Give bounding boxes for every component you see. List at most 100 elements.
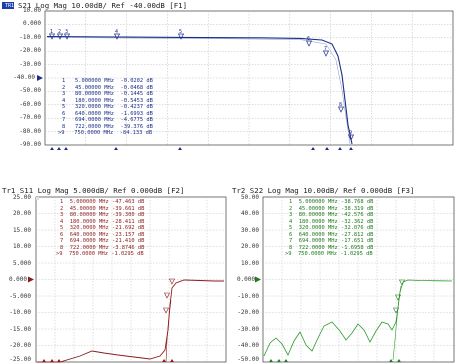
y-tick-label: 0.000 xyxy=(22,20,41,28)
marker-row[interactable]: 3 80.00000 MHz -42.576 dB xyxy=(289,212,373,218)
marker-row[interactable]: 3 80.00000 MHz -39.300 dB xyxy=(60,212,144,218)
marker-row[interactable]: 8 722.0000 MHz -39.376 dB xyxy=(62,124,153,130)
marker-value: -3.8746 dB xyxy=(111,244,145,251)
marker-frequency: 5.000000 MHz xyxy=(75,78,114,84)
marker-row[interactable]: 7 694.0000 MHz -21.410 dB xyxy=(60,238,144,244)
y-tick-label: 20.00 xyxy=(12,210,31,217)
bottom-right-plot-area xyxy=(255,196,455,363)
marker-row[interactable]: 8 722.0000 MHz -1.6958 dB xyxy=(289,245,373,251)
grid-lines xyxy=(36,197,226,362)
marker-frequency: 722.0000 MHz xyxy=(298,244,338,251)
y-tick-label: 25.00 xyxy=(12,193,31,201)
y-tick-label: 10.00 xyxy=(22,7,41,14)
marker-value: -27.812 dB xyxy=(340,231,374,238)
y-tick-label: 30.00 xyxy=(240,226,259,234)
marker-frequency: 750.0000 MHz xyxy=(74,130,114,136)
reference-marker[interactable] xyxy=(255,276,261,283)
marker-row[interactable]: 1 5.000000 MHz -0.0202 dB xyxy=(62,78,153,84)
svg-text:1: 1 xyxy=(50,29,53,35)
trace-badge-label: TR1 xyxy=(5,3,15,9)
y-tick-label: 0.000 xyxy=(236,276,255,283)
marker-number: 8 xyxy=(60,244,64,251)
marker-number: 2 xyxy=(60,205,64,212)
marker-number: 5 xyxy=(289,225,293,231)
marker-row[interactable]: 4 180.0000 MHz -32.362 dB xyxy=(289,219,373,225)
svg-text:6: 6 xyxy=(307,36,310,42)
svg-text:5: 5 xyxy=(179,29,182,35)
marker-value: -0.0202 dB xyxy=(120,78,153,84)
marker-row-active[interactable]: >9 750.0000 MHz -84.133 dB xyxy=(58,130,153,136)
marker-row[interactable]: 7 694.0000 MHz -17.651 dB xyxy=(289,238,373,244)
marker-number: 9 xyxy=(59,251,63,257)
y-tick-label: 10.00 xyxy=(12,243,31,250)
marker-row-active[interactable]: >9 750.0000 MHz -1.0295 dB xyxy=(56,251,144,257)
s22-trace-edge xyxy=(392,285,402,361)
marker-row[interactable]: 6 640.0000 MHz -1.6993 dB xyxy=(62,111,153,117)
marker-number: 6 xyxy=(62,110,66,117)
marker-row[interactable]: 4 180.0000 MHz -0.5453 dB xyxy=(62,98,153,104)
marker-row-active[interactable]: >9 750.0000 MHz -1.0295 dB xyxy=(285,251,373,257)
marker-row[interactable]: 8 722.0000 MHz -3.8746 dB xyxy=(60,245,144,251)
marker-number: 4 xyxy=(62,97,66,104)
y-tick-label: -40.00 xyxy=(13,74,35,81)
marker-value: -1.6958 dB xyxy=(340,244,374,251)
y-tick-label: -30.00 xyxy=(237,325,259,333)
marker-frequency: 45.00000 MHz xyxy=(69,205,109,212)
bottom-right-marker-symbols xyxy=(393,279,405,314)
y-tick-label: -30.00 xyxy=(19,60,41,68)
marker-value: -0.4237 dB xyxy=(120,104,153,110)
marker-number: 3 xyxy=(62,91,66,97)
marker-row[interactable]: 1 5.000000 MHz -47.463 dB xyxy=(60,199,144,205)
marker-row[interactable]: 2 45.00000 MHz -38.319 dB xyxy=(289,206,373,212)
marker-frequency: 180.0000 MHz xyxy=(298,218,338,225)
marker-number: 9 xyxy=(61,130,65,136)
y-tick-label: -20.00 xyxy=(19,47,41,55)
svg-text:8: 8 xyxy=(339,102,342,108)
bottom-right-chart-title: Tr2 S22 Log Mag 10.00dB/ Ref 0.000dB [F3… xyxy=(232,186,415,195)
marker-value: -38.768 dB xyxy=(340,199,374,205)
marker-row[interactable]: 7 694.0000 MHz -4.6775 dB xyxy=(62,117,153,123)
marker-row[interactable]: 3 80.00000 MHz -0.1445 dB xyxy=(62,91,153,97)
svg-text:3: 3 xyxy=(65,29,68,35)
marker-number: 4 xyxy=(289,218,293,225)
marker-number: 1 xyxy=(289,199,293,205)
marker-row[interactable]: 5 320.0000 MHz -21.692 dB xyxy=(60,225,144,231)
marker-frequency: 180.0000 MHz xyxy=(69,218,109,225)
marker-row[interactable]: 1 5.000000 MHz -38.768 dB xyxy=(289,199,373,205)
marker-value: -42.576 dB xyxy=(340,212,374,218)
marker-row[interactable]: 4 180.0000 MHz -28.411 dB xyxy=(60,219,144,225)
marker-value: -21.410 dB xyxy=(111,238,145,244)
s11-trace-edge xyxy=(165,299,172,363)
marker-frequency: 694.0000 MHz xyxy=(75,117,114,123)
marker-value: -39.661 dB xyxy=(111,205,145,212)
y-tick-label: -5.000 xyxy=(9,292,31,300)
marker-number: 1 xyxy=(60,199,64,205)
marker-frequency: 640.0000 MHz xyxy=(298,231,338,238)
marker-frequency: 5.000000 MHz xyxy=(298,199,338,205)
top-bottom-marker-ticks xyxy=(50,147,353,150)
marker-row[interactable]: 2 45.00000 MHz -0.0468 dB xyxy=(62,85,153,91)
marker-row[interactable]: 6 640.0000 MHz -27.812 dB xyxy=(289,232,373,238)
y-tick-label: -80.00 xyxy=(19,127,41,135)
marker-number: 3 xyxy=(60,212,64,218)
marker-value: -17.651 dB xyxy=(340,238,374,244)
marker-row[interactable]: 2 45.00000 MHz -39.661 dB xyxy=(60,206,144,212)
marker-value: -1.0295 dB xyxy=(111,251,144,257)
marker-frequency: 640.0000 MHz xyxy=(69,231,109,238)
marker-frequency: 80.00000 MHz xyxy=(75,91,114,97)
trace-badge[interactable]: TR1 xyxy=(2,2,14,9)
marker-row[interactable]: 5 320.0000 MHz -0.4237 dB xyxy=(62,104,153,110)
marker-row[interactable]: 6 640.0000 MHz -23.157 dB xyxy=(60,232,144,238)
marker-row[interactable]: 5 320.0000 MHz -32.076 dB xyxy=(289,225,373,231)
y-tick-label: -20.00 xyxy=(237,309,259,316)
marker-frequency: 694.0000 MHz xyxy=(298,238,338,244)
reference-marker[interactable] xyxy=(37,75,43,81)
marker-value: -39.300 dB xyxy=(111,212,145,218)
marker-value: -39.376 dB xyxy=(120,123,153,130)
reference-marker[interactable] xyxy=(28,276,34,283)
top-chart-title: S21 Log Mag 10.00dB/ Ref -40.00dB [F1] xyxy=(18,1,188,10)
marker-number: 1 xyxy=(62,78,66,84)
y-tick-label: -10.00 xyxy=(9,309,31,316)
marker-number: 8 xyxy=(289,244,293,251)
marker-value: -0.1445 dB xyxy=(120,91,153,97)
